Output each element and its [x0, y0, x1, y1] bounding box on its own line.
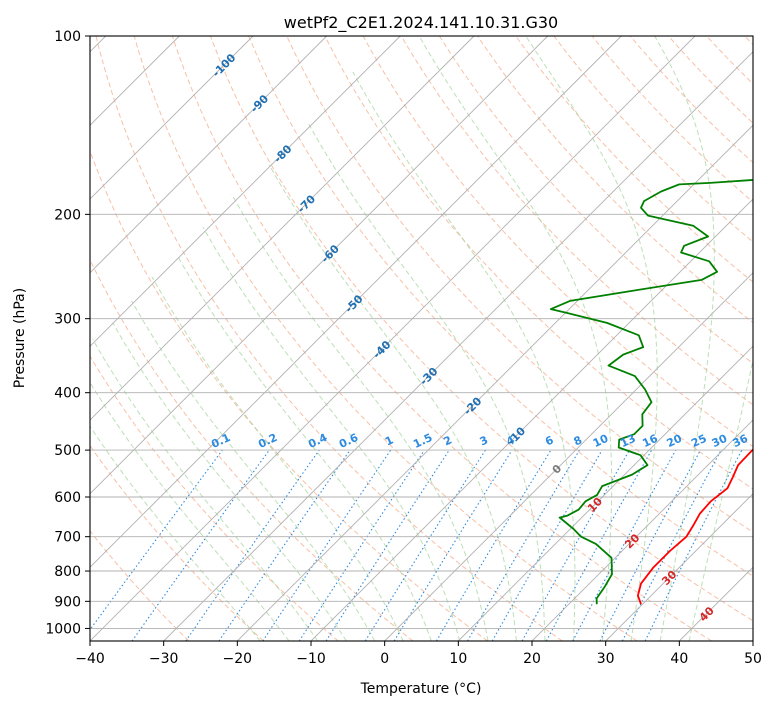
moist-adiabat [307, 122, 546, 641]
moist-adiabat [654, 36, 715, 641]
moist-adiabat [418, 36, 613, 641]
dry-adiabat [90, 258, 414, 641]
mixing-ratio-line [90, 449, 223, 631]
mixing-ratio-line [218, 449, 351, 641]
dry-adiabat [324, 36, 753, 490]
mixing-ratio-line [298, 449, 425, 641]
isotherm [531, 419, 753, 641]
plot-frame [89, 35, 754, 642]
mixing-ratio-label: 13 [618, 432, 637, 450]
moist-adiabat [688, 357, 753, 641]
y-axis: 100 200 300 400 500 600 700 800 900 1000 [45, 29, 90, 637]
isotherm [384, 272, 753, 641]
y-tick-label: 300 [54, 312, 81, 328]
x-tick-label: 0 [380, 651, 389, 667]
y-tick-label: 800 [54, 564, 81, 580]
x-tick-label: 50 [744, 651, 762, 667]
mixing-ratio-line [521, 449, 630, 641]
x-tick-label: 40 [670, 651, 688, 667]
moist-adiabat [268, 164, 517, 641]
isotherm [90, 36, 254, 200]
dry-adiabat [90, 149, 488, 641]
profile-lines [550, 179, 753, 605]
y-tick-label: 200 [54, 207, 81, 223]
dry-adiabat [438, 36, 753, 365]
dry-adiabat [210, 36, 753, 622]
mixing-ratio-line [572, 449, 677, 641]
x-tick-label: −40 [75, 651, 105, 667]
isotherm [90, 36, 622, 568]
x-tick-label: 10 [449, 651, 467, 667]
isotherm [163, 51, 753, 641]
y-tick-label: 600 [54, 490, 81, 506]
x-tick-label: −10 [296, 651, 326, 667]
dry-adiabat [362, 36, 753, 448]
mixing-ratio-label: 36 [731, 432, 751, 450]
isotherm [605, 493, 753, 641]
mixing-ratio-label: 16 [640, 432, 660, 450]
dewpoint-profile [550, 179, 753, 605]
dry-adiabat [400, 36, 753, 406]
dry-adiabat [90, 530, 190, 641]
dry-adiabat [553, 36, 753, 243]
mixing-ratio-line [185, 449, 320, 641]
mixing-ratio-line [262, 449, 392, 641]
y-axis-label: Pressure (hPa) [12, 288, 28, 388]
x-tick-label: −20 [223, 651, 253, 667]
moist-adiabat [177, 255, 432, 641]
moist-adiabat [525, 36, 658, 641]
background-lines [90, 36, 753, 641]
mixing-ratio-label: 25 [689, 432, 708, 450]
mixing-ratio-line [325, 449, 450, 641]
mixing-ratio-label: 20 [665, 432, 685, 450]
y-tick-label: 500 [54, 443, 81, 459]
x-tick-label: −30 [149, 651, 179, 667]
isotherm [90, 36, 401, 347]
temperature-profile [637, 448, 753, 605]
dry-adiabat [171, 36, 712, 641]
x-axis: −40 −30 −20 −10 0 10 20 30 40 50 [75, 641, 762, 667]
moist-adiabat [352, 71, 576, 641]
dry-adiabat [248, 36, 753, 577]
y-tick-label: 900 [54, 594, 81, 610]
mixing-ratio-line [393, 449, 513, 641]
dry-adiabat [286, 36, 753, 533]
x-tick-label: 20 [523, 651, 541, 667]
moist-adiabat [92, 339, 319, 641]
x-axis-label: Temperature (°C) [360, 681, 482, 697]
moist-adiabat [90, 425, 261, 641]
isotherm [457, 345, 753, 641]
mixing-ratio-label: 30 [710, 432, 730, 450]
isotherm [310, 198, 753, 641]
isotherm [90, 36, 328, 274]
plot-area [90, 36, 753, 641]
mixing-ratio-line [644, 449, 743, 641]
dry-adiabat [629, 36, 753, 164]
dry-adiabat [515, 36, 753, 283]
x-tick-label: 30 [597, 651, 615, 667]
moist-adiabat [151, 276, 404, 641]
moist-adiabat [112, 322, 347, 641]
isotherm [90, 36, 549, 495]
moist-adiabat [90, 381, 290, 641]
moist-adiabat [202, 226, 461, 641]
dry-adiabat [133, 36, 638, 641]
y-tick-label: 400 [54, 386, 81, 402]
moist-adiabat [231, 194, 489, 641]
y-tick-label: 700 [54, 530, 81, 546]
mixing-ratio-line [545, 449, 653, 641]
isotherm [236, 124, 753, 641]
y-tick-label: 1000 [45, 621, 81, 637]
mixing-ratio-line [131, 449, 270, 641]
dry-adiabat [90, 355, 339, 641]
isotherm [90, 36, 475, 421]
mixing-ratio-label: 10 [591, 432, 611, 450]
y-tick-label: 100 [54, 29, 81, 45]
grid-lines [90, 36, 753, 641]
chart-title: wetPf2_C2E1.2024.141.10.31.G30 [284, 13, 558, 33]
isotherm [90, 36, 696, 641]
